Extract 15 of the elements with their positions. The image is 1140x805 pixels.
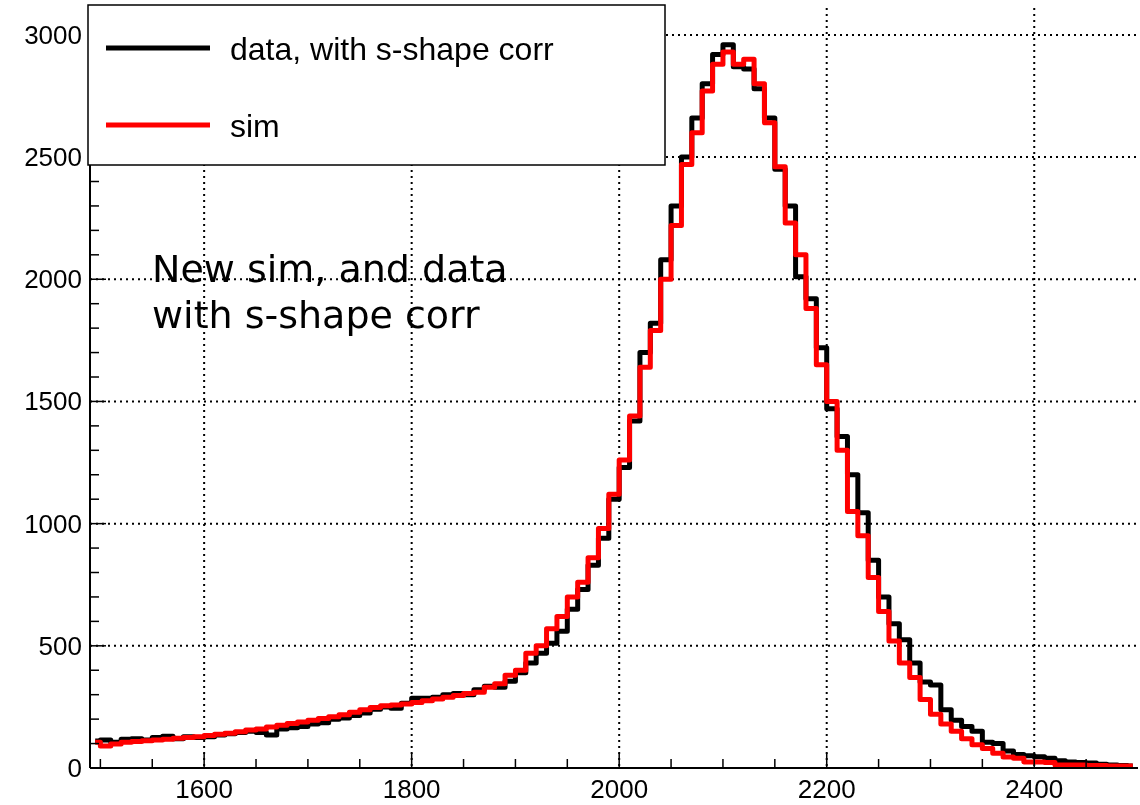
legend-label: sim [230,108,280,144]
y-tick-label: 1500 [24,386,82,417]
x-tick-label: 1800 [382,774,441,804]
y-tick-label: 1000 [24,508,82,539]
y-tick-label: 0 [67,753,82,783]
y-tick-label: 2500 [24,142,82,173]
x-tick-label: 2400 [1005,774,1064,804]
x-tick-label: 1600 [175,774,234,804]
x-tick-label: 2000 [590,774,649,804]
annotation: New sim, and data with s-shape corr [152,247,508,337]
legend-label: data, with s-shape corr [230,31,555,67]
y-tick-label: 2000 [24,264,82,295]
y-tick-label: 500 [38,630,82,661]
y-tick-label: 3000 [24,19,82,50]
x-tick-label: 2200 [797,774,856,804]
